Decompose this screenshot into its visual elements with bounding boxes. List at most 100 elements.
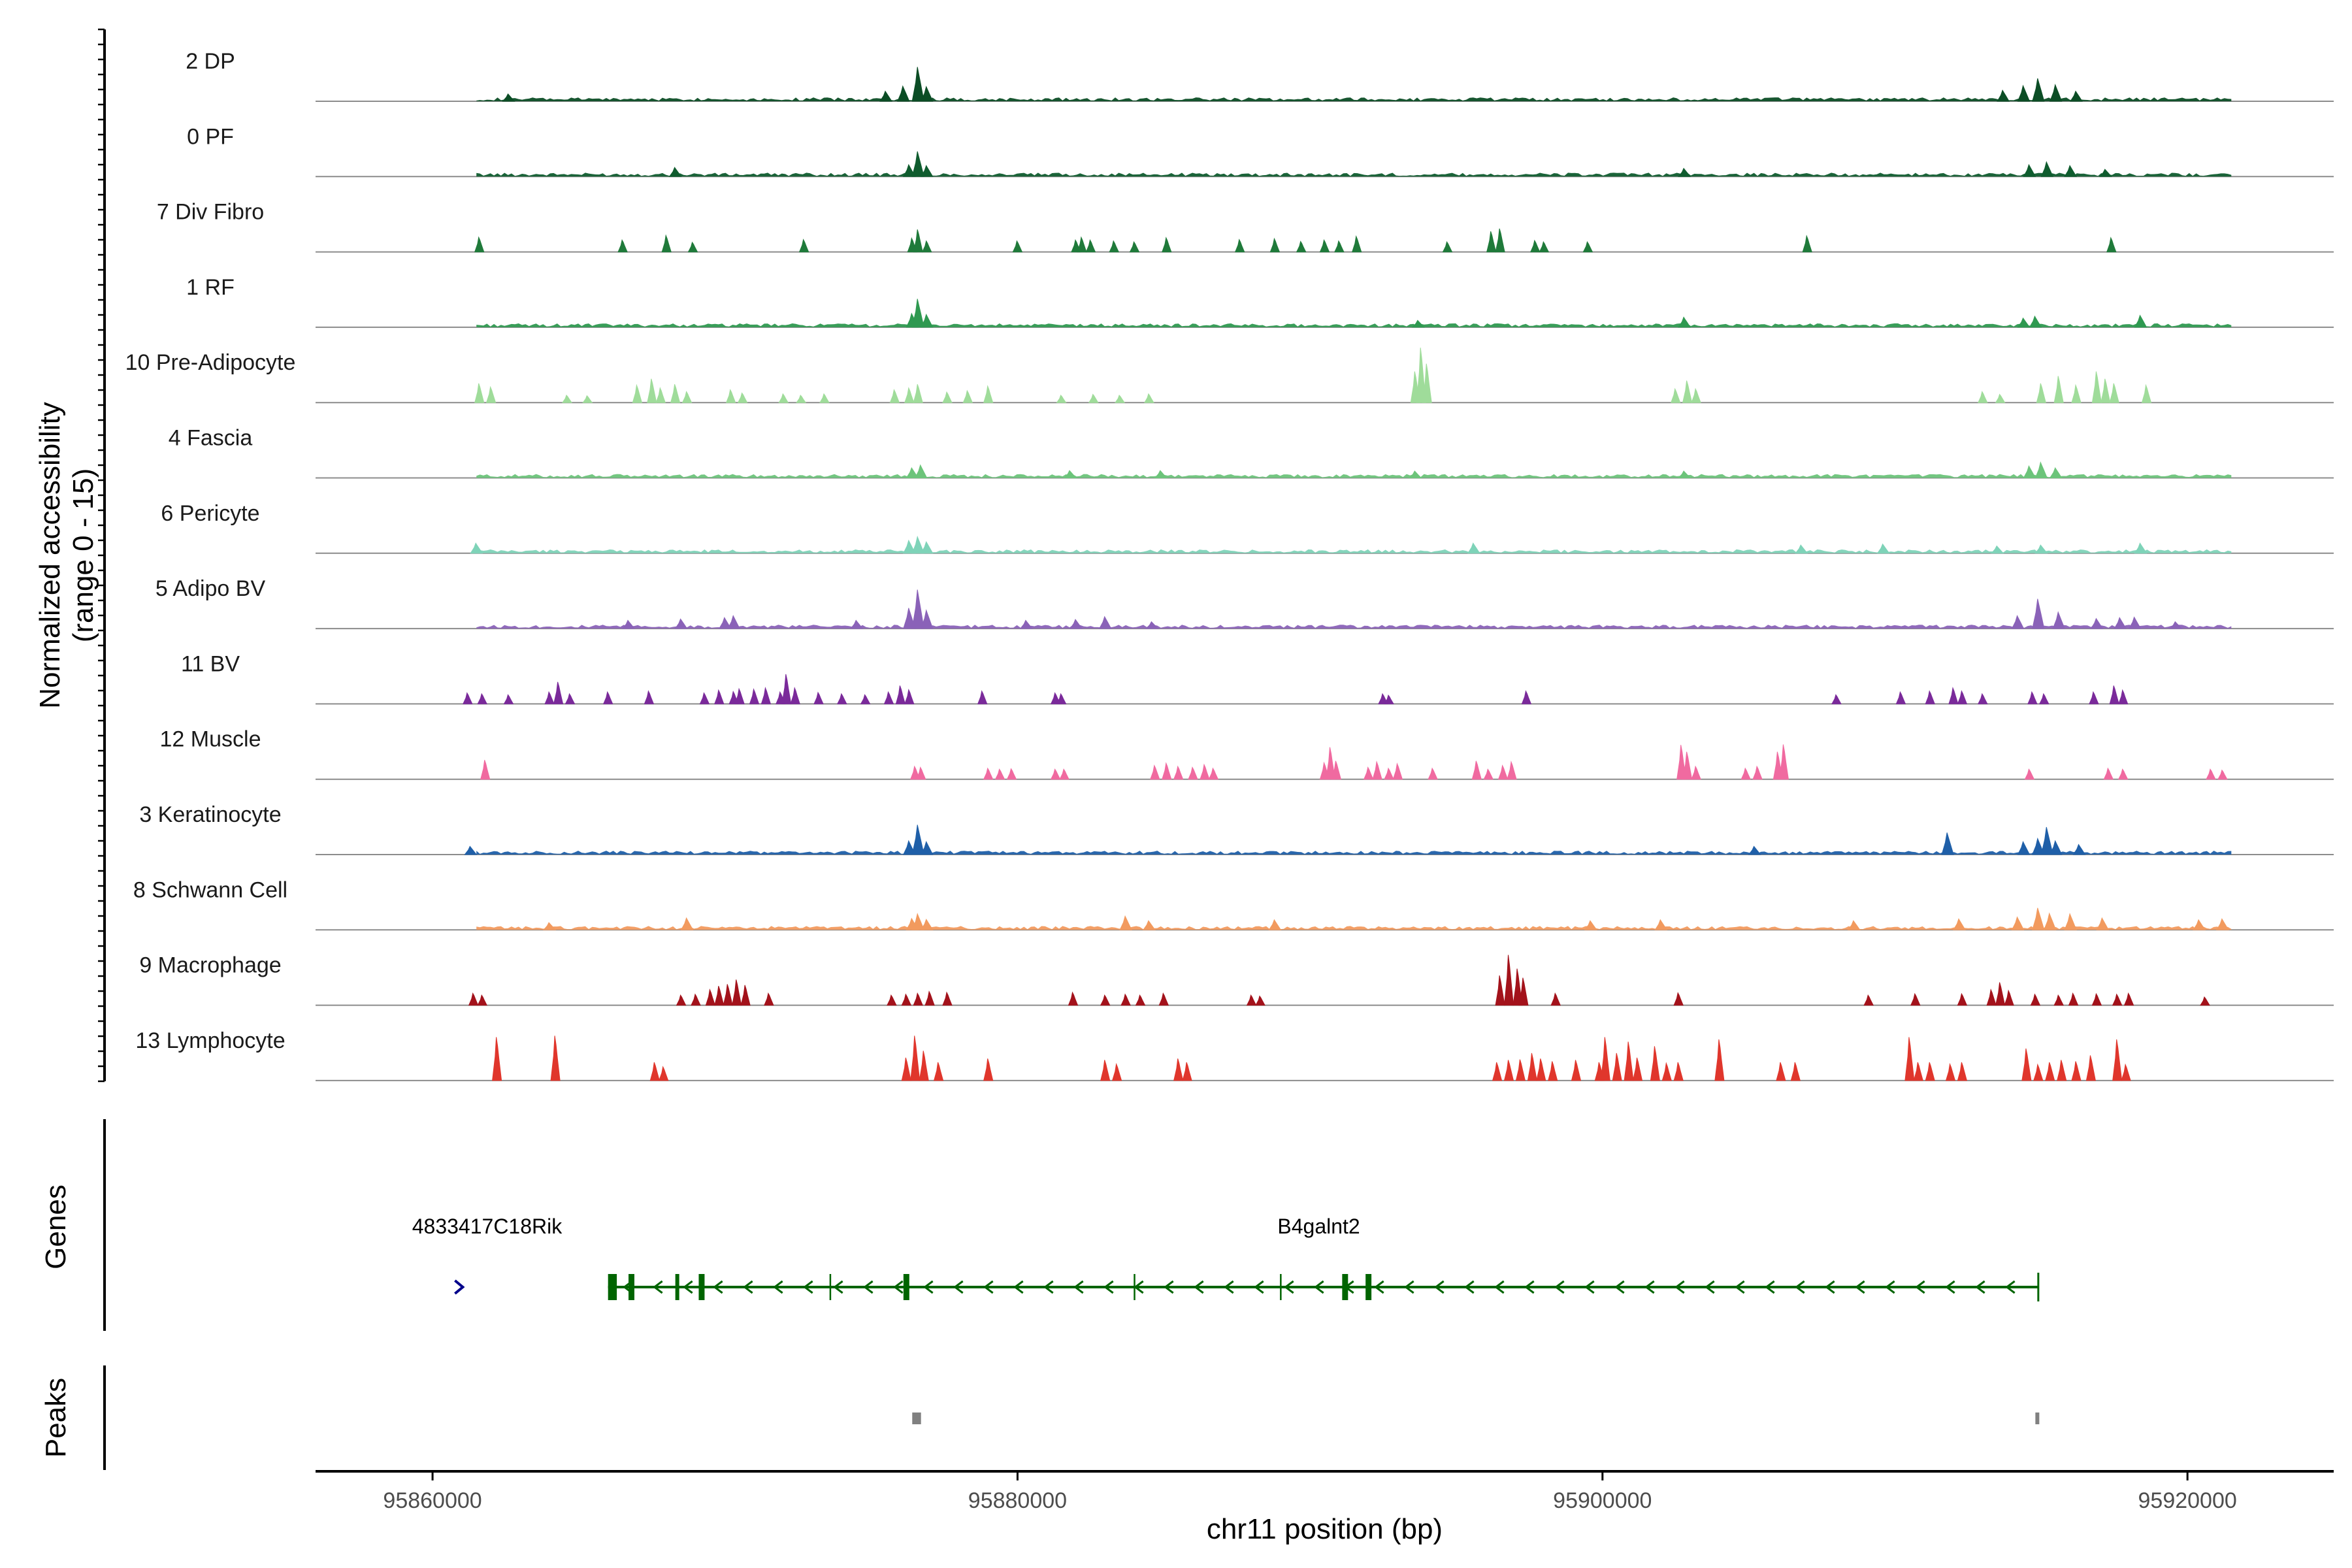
gene-strand-chevron [953,1280,964,1294]
peak-region [912,1413,921,1424]
coverage-peak [1100,1060,1111,1081]
coverage-peak [819,393,830,403]
coverage-peak [1070,619,1083,629]
track-label: 9 Macrophage [139,953,281,978]
coverage-peak [911,151,924,177]
coverage-peak [1624,1041,1634,1081]
coverage-peak [2049,466,2063,478]
coverage-peak [1486,231,1497,253]
gene-exon [698,1274,705,1300]
coverage-peak [2072,843,2086,855]
coverage-peak [977,690,988,704]
coverage-peak [942,391,953,403]
track-1-rf: 1 RF [186,275,2334,328]
coverage-peak [921,240,932,253]
gene-strand-chevron [923,1280,934,1294]
coverage-peak [911,825,924,855]
coverage-peak [2134,314,2148,328]
coverage-peak [2109,383,2119,403]
coverage-peak [1953,918,1966,930]
gene-exon [1365,1274,1372,1300]
coverage-peak [1100,994,1111,1006]
gene-strand-chevron [1314,1280,1324,1294]
peak-region [2035,1413,2040,1424]
track-background-signal [476,323,2232,327]
coverage-peak [1600,1037,1610,1081]
coverage-peak [670,384,681,403]
x-axis: 95860000 95880000 95900000 95920000 chr11 po… [316,1470,2334,1545]
axes-layer: Normalized accessibility(range 0 - 15) [34,28,106,1083]
coverage-peak [850,619,864,629]
coverage-peak [1515,1059,1526,1081]
track-9-macrophage: 9 Macrophage [139,953,2334,1006]
coverage-peak [2085,1055,2097,1081]
coverage-peak [1536,1058,1546,1081]
coverage-peak [1941,832,1954,855]
coverage-peak [1673,1062,1684,1081]
track-background-signal [476,474,2232,478]
coverage-peak [1331,760,1342,780]
coverage-peak [1495,975,1505,1006]
gene-strand-chevron [803,1280,813,1294]
coverage-peak [2017,317,2031,328]
coverage-peak [1056,395,1067,403]
coverage-peak [1144,393,1154,403]
coverage-peak [2089,691,2099,704]
coverage-peak [1948,687,1959,704]
coverage-peak [920,165,934,177]
coverage-peak [477,994,488,1006]
coverage-peak [1059,768,1070,780]
coverage-peak [655,387,666,403]
coverage-peak [1691,387,1701,403]
coverage-peak [732,979,742,1006]
coverage-peak [1957,1062,1968,1081]
coverage-peak [562,395,572,403]
coverage-peak [1334,240,1345,253]
coverage-peak [2117,689,2129,704]
coverage-peak [2034,544,2048,554]
coverage-peak [1650,1046,1660,1081]
coverage-peak [1913,1062,1923,1081]
coverage-peak [621,619,636,629]
coverage-peak [2071,384,2082,403]
coverage-peak [582,395,593,403]
gene-4833417c18rik: 4833417C18Rik [412,1215,563,1295]
coverage-peak [1384,767,1394,780]
coverage-peak [1182,1062,1192,1081]
track-label: 11 BV [181,651,240,676]
gene-strand-chevron [743,1280,753,1294]
coverage-peak [901,1057,911,1081]
coverage-peak [705,988,716,1006]
coverage-peak [1145,621,1159,629]
coverage-peak [2070,90,2083,102]
coverage-peak [933,1062,944,1081]
coverage-peak [2017,841,2031,855]
gene-strand-chevron [1013,1280,1024,1294]
track-label: 0 PF [187,124,234,149]
x-tick-label: 95880000 [968,1488,1067,1513]
genes-panel-title: Genes [40,1184,72,1269]
coverage-peak [661,234,672,253]
coverage-peak [2112,993,2123,1006]
coverage-peak [887,994,897,1006]
gene-exon [608,1274,617,1300]
track-label: 10 Pre-Adipocyte [125,350,296,375]
coverage-peak [1714,1039,1725,1081]
coverage-peak [714,986,725,1006]
track-background-signal [476,851,2232,855]
coverage-peak [1790,1062,1801,1081]
coverage-peak [1119,915,1132,930]
track-3-keratinocyte: 3 Keratinocyte [139,802,2334,855]
coverage-peak [2103,767,2114,780]
coverage-peak [681,391,693,403]
coverage-peak [2090,617,2104,629]
coverage-peak [778,393,789,403]
coverage-peak [1428,767,1438,780]
coverage-peak [983,385,994,403]
coverage-peak [1162,237,1172,253]
coverage-peak [2032,907,2045,930]
coverage-peak [920,541,934,554]
coverage-peak [895,685,906,704]
coverage-peak [760,687,772,704]
coverage-peak [1571,1060,1582,1081]
